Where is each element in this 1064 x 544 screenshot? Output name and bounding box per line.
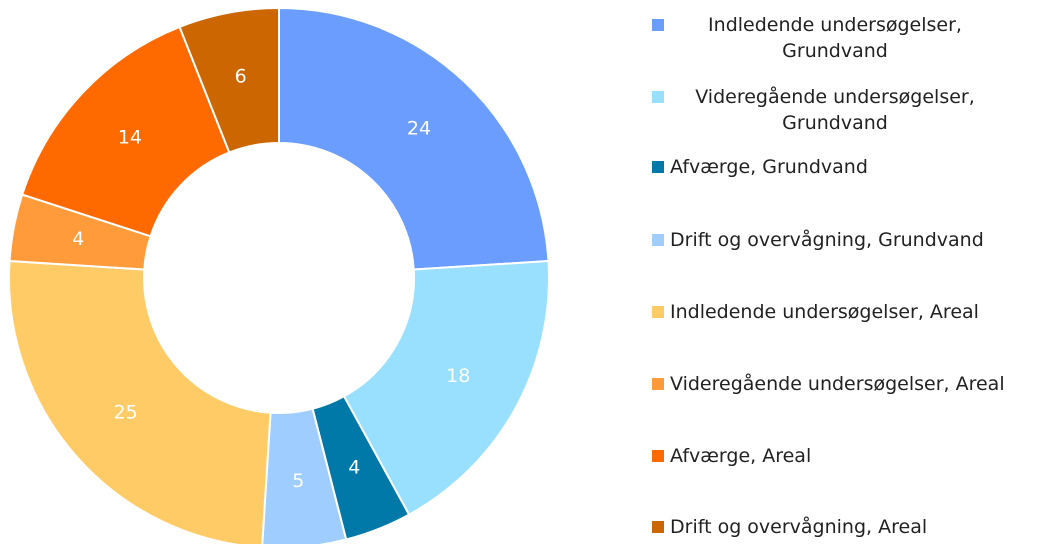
chart: 24 18 4 5 25 4 14 6 [8, 6, 550, 544]
donut-segment [342, 259, 550, 516]
legend-label: Indledende undersøgelser, Areal [670, 301, 979, 323]
legend-item: Afværge, Areal [652, 443, 811, 469]
legend-item: Drift og overvågning, Areal [652, 514, 927, 540]
legend-label: Indledende undersøgelser, Grundvand [708, 14, 962, 62]
legend: Indledende undersøgelser, Grundvand Vider… [652, 0, 1064, 544]
legend-swatch [652, 450, 664, 462]
data-label: 25 [114, 402, 138, 424]
donut-segment [20, 25, 231, 238]
legend-item: Afværge, Grundvand [652, 154, 868, 180]
donut-segment [261, 407, 348, 544]
data-label: 14 [118, 127, 142, 149]
legend-label: Videregående undersøgelser, Areal [670, 373, 1005, 395]
legend-swatch [652, 306, 664, 318]
data-label: 4 [348, 457, 360, 479]
legend-label: Drift og overvågning, Grundvand [670, 229, 984, 251]
data-label: 24 [407, 117, 431, 139]
legend-label: Drift og overvågning, Areal [670, 516, 928, 538]
legend-label: Afværge, Grundvand [670, 156, 868, 178]
donut-segment [178, 6, 280, 154]
legend-swatch [652, 91, 664, 103]
data-label: 4 [72, 228, 84, 250]
legend-swatch [652, 378, 664, 390]
data-label: 5 [292, 470, 304, 492]
legend-item: Videregående undersøgelser, Grundvand [652, 84, 1000, 136]
legend-swatch [652, 521, 664, 533]
legend-swatch [652, 161, 664, 173]
data-label: 18 [446, 365, 470, 387]
data-label: 6 [235, 66, 247, 88]
donut-segment [8, 259, 272, 544]
legend-label: Videregående undersøgelser, Grundvand [695, 86, 975, 134]
legend-item: Indledende undersøgelser, Areal [652, 299, 979, 325]
legend-swatch [652, 234, 664, 246]
legend-swatch [652, 19, 664, 31]
donut-segment [278, 6, 550, 271]
legend-item: Drift og overvågning, Grundvand [652, 227, 984, 253]
legend-item: Videregående undersøgelser, Areal [652, 371, 1005, 397]
legend-label: Afværge, Areal [670, 445, 812, 467]
legend-item: Indledende undersøgelser, Grundvand [652, 12, 1000, 64]
